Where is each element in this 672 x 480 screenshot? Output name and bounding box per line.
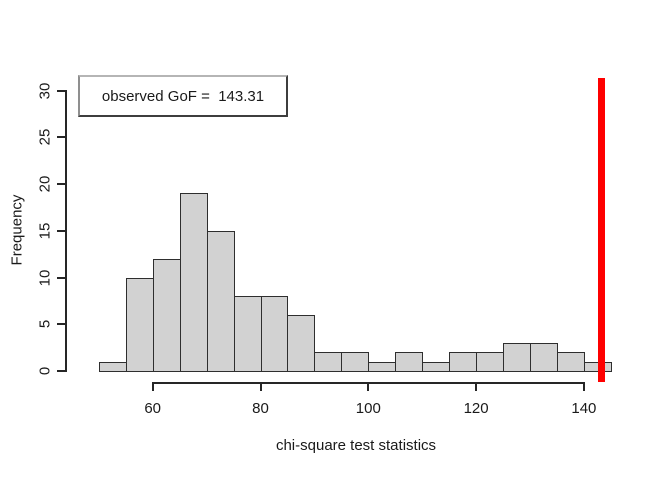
y-tick-label: 5 <box>36 320 54 329</box>
y-axis-title: Frequency <box>8 194 26 266</box>
y-tick <box>56 89 66 92</box>
histogram-bar <box>234 296 262 372</box>
y-tick <box>56 136 66 139</box>
x-axis-title: chi-square test statistics <box>275 437 437 454</box>
y-tick-label: 20 <box>36 175 54 193</box>
y-tick-label: 30 <box>36 82 54 99</box>
x-tick-label: 80 <box>252 400 269 417</box>
histogram-bar <box>530 343 558 372</box>
y-tick <box>56 229 66 232</box>
y-tick-label: 25 <box>36 128 54 146</box>
x-tick <box>582 381 585 391</box>
histogram-bar <box>287 315 315 372</box>
y-tick-label: 0 <box>36 366 54 376</box>
legend-box: observed GoF = 143.31 <box>78 75 288 117</box>
histogram-bar <box>153 259 181 372</box>
histogram-bar <box>422 362 450 372</box>
histogram-bar <box>584 362 612 372</box>
x-tick-label: 60 <box>144 400 162 417</box>
y-tick-label: 10 <box>36 269 54 286</box>
histogram-bar <box>126 278 154 372</box>
legend-label: observed GoF = 143.31 <box>101 87 265 105</box>
histogram-bar <box>503 343 531 372</box>
observed-gof-line <box>598 78 606 382</box>
histogram-bar <box>449 352 477 372</box>
y-tick <box>56 276 66 279</box>
histogram-bar <box>395 352 423 372</box>
histogram-bar <box>180 193 208 372</box>
x-tick-label: 140 <box>571 400 597 417</box>
histogram-bar <box>261 296 288 372</box>
x-tick <box>475 381 478 391</box>
histogram-bar <box>314 352 342 372</box>
histogram-bar <box>341 352 369 372</box>
x-tick <box>367 381 370 391</box>
y-tick <box>56 370 66 372</box>
x-tick-label: 100 <box>355 400 381 417</box>
y-tick <box>56 323 66 326</box>
x-tick-label: 120 <box>463 400 489 417</box>
histogram-bar <box>368 362 396 372</box>
histogram-bar <box>99 362 127 372</box>
histogram-bar <box>207 231 235 372</box>
y-tick-label: 15 <box>36 222 54 240</box>
histogram-bar <box>557 352 585 372</box>
x-tick <box>151 381 154 391</box>
y-tick <box>56 183 66 185</box>
x-tick <box>259 381 262 391</box>
histogram-bar <box>476 352 504 372</box>
